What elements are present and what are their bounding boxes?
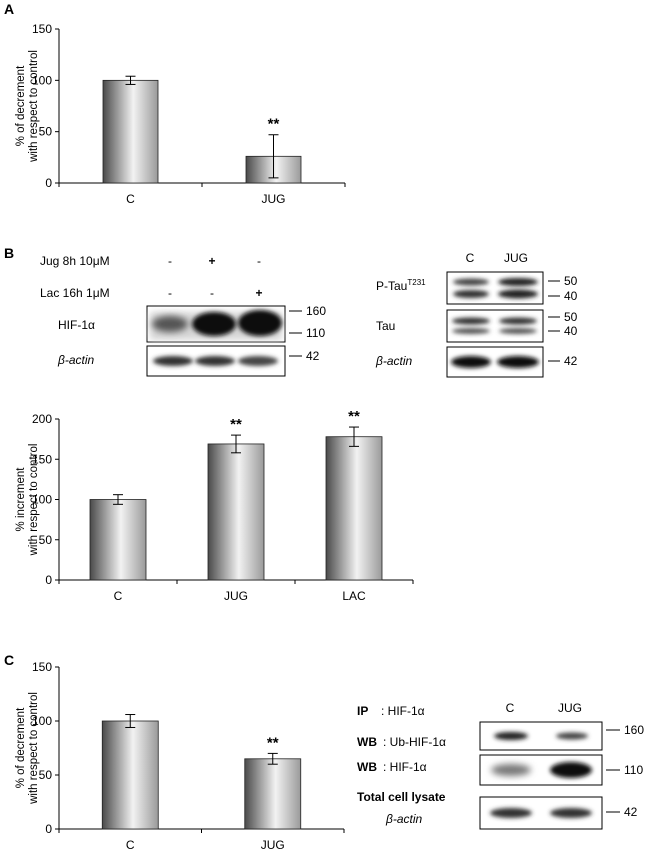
marker-42-b: 42	[306, 349, 320, 363]
panel-letter-c: C	[4, 652, 14, 668]
category-label-a-c: C	[126, 192, 135, 206]
bands-tau	[452, 317, 537, 334]
category-label-b-c: C	[114, 589, 123, 603]
category-label-b-jug: JUG	[224, 589, 248, 603]
blot-label-tau: Tau	[376, 319, 395, 333]
y-tick-label-c-50: 50	[39, 768, 53, 782]
sign-lac-lane3: +	[255, 286, 262, 300]
panel-letter-a: A	[4, 1, 14, 17]
category-label-c-jug: JUG	[261, 838, 285, 850]
marker-42-c: 42	[624, 805, 638, 819]
panel-letter-b: B	[4, 245, 14, 261]
significance-b-lac: **	[348, 408, 360, 425]
bar-c-c	[101, 720, 159, 830]
lysate-label-bactin: β-actin	[385, 812, 423, 826]
marker-50-ptau: 50	[564, 274, 578, 288]
y-tick-label-b-150: 150	[32, 452, 52, 466]
blot-label-bactin-br: β-actin	[375, 354, 413, 368]
chart-b: 0 50 100 150 200 % incrementwith respect to c…	[15, 408, 414, 603]
lane-label-c-b: C	[466, 251, 475, 265]
bands-bactin-b	[153, 356, 278, 366]
lane-label-jug-c: JUG	[558, 701, 582, 715]
sign-lac-lane1: -	[168, 286, 172, 300]
bar-c-jug	[244, 758, 302, 830]
marker-40-tau: 40	[564, 324, 578, 338]
category-label-c-c: C	[126, 838, 135, 850]
y-tick-label-a-0: 0	[45, 176, 52, 190]
blot-c: C JUG IP : HIF-1α WB : Ub-HIF-1α 160 WB …	[357, 701, 644, 830]
treatment-label-jug: Jug 8h 10μM	[40, 254, 110, 268]
bar-b-lac	[325, 436, 383, 581]
blot-b-left: Jug 8h 10μM - + - Lac 16h 1μM - - + HIF-…	[40, 254, 326, 377]
y-tick-label-b-50: 50	[39, 533, 53, 547]
y-tick-label-c-0: 0	[45, 822, 52, 836]
sign-jug-lane1: -	[168, 254, 172, 268]
bar-b-jug	[207, 443, 265, 581]
y-tick-label-a-100: 100	[32, 73, 52, 87]
blot-box-ptau	[446, 271, 544, 305]
significance-a-jug: **	[268, 116, 280, 133]
chart-c: 0 50 100 150 % of decrementwith respect to c…	[15, 660, 345, 850]
category-label-a-jug: JUG	[262, 192, 286, 206]
chart-a: 0 50 100 150 % of decrementwith respect to c…	[15, 22, 346, 206]
significance-c-jug: **	[267, 734, 279, 751]
sign-jug-lane2: +	[208, 254, 215, 268]
ip-prefix: IP	[357, 704, 368, 718]
marker-110: 110	[306, 326, 325, 340]
marker-50-tau: 50	[564, 310, 578, 324]
y-axis-label-a: % of decrementwith respect to control	[15, 50, 40, 163]
lysate-title: Total cell lysate	[357, 790, 446, 804]
lane-label-jug-b: JUG	[504, 251, 528, 265]
y-axis-label-c: % of decrementwith respect to control	[15, 692, 40, 805]
bar-b-c	[89, 499, 147, 581]
bands-hif1a	[150, 310, 282, 340]
marker-42-br: 42	[564, 354, 578, 368]
bands-ptau	[453, 278, 538, 299]
bands-ub-hif1a	[494, 732, 588, 740]
category-label-b-lac: LAC	[342, 589, 366, 603]
bar-a-c	[102, 79, 159, 184]
ip-label: : HIF-1α	[381, 704, 425, 718]
y-tick-label-b-100: 100	[32, 493, 52, 507]
y-tick-label-a-50: 50	[39, 125, 53, 139]
wb-label-ub-hif1a: : Ub-HIF-1α	[383, 735, 446, 749]
marker-40-ptau: 40	[564, 289, 578, 303]
blot-b-right: C JUG P-TauT231 50 40 Tau 50 40 β-actin	[375, 251, 578, 378]
bands-bactin-br	[451, 356, 539, 368]
y-tick-label-a-150: 150	[32, 22, 52, 36]
treatment-label-lac: Lac 16h 1μM	[40, 286, 110, 300]
blot-label-bactin-b: β-actin	[57, 353, 95, 367]
blot-label-ptau: P-TauT231	[376, 278, 426, 293]
marker-160: 160	[306, 304, 326, 318]
y-axis-label-b: % incrementwith respect to control	[15, 444, 40, 557]
bands-bactin-c	[490, 808, 592, 818]
wb-label-hif1a: : HIF-1α	[383, 760, 427, 774]
bands-hif1a-c	[491, 762, 592, 778]
lane-label-c-c: C	[506, 701, 515, 715]
blot-label-hif1a: HIF-1α	[58, 318, 95, 332]
y-tick-label-c-150: 150	[32, 660, 52, 674]
wb-prefix-1: WB	[357, 735, 377, 749]
wb-prefix-2: WB	[357, 760, 377, 774]
marker-110-c: 110	[624, 763, 643, 777]
sign-jug-lane3: -	[257, 254, 261, 268]
blot-box-tau	[446, 309, 544, 343]
marker-160-c: 160	[624, 723, 644, 737]
significance-b-jug: **	[230, 416, 242, 433]
y-tick-label-b-0: 0	[45, 573, 52, 587]
y-tick-label-c-100: 100	[32, 714, 52, 728]
y-tick-label-b-200: 200	[32, 412, 52, 426]
sign-lac-lane2: -	[210, 286, 214, 300]
